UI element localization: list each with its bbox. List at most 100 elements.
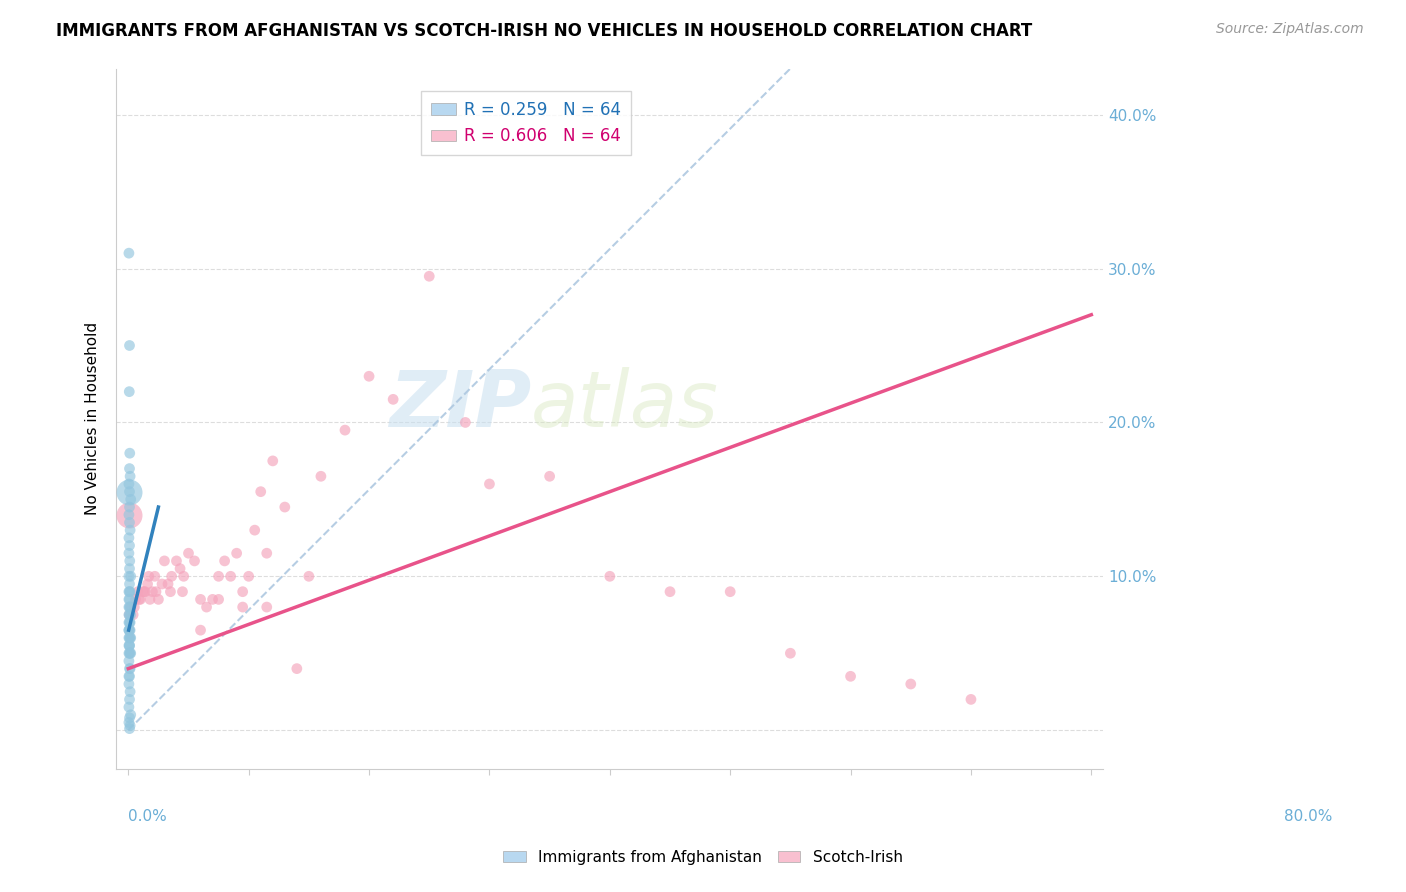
Point: [118, 623, 141, 637]
Text: atlas: atlas: [531, 367, 718, 442]
Point: [118, 669, 141, 683]
Point: [249, 484, 271, 499]
Point: [118, 338, 141, 352]
Point: [118, 577, 141, 591]
Point: [118, 508, 141, 522]
Point: [256, 600, 278, 615]
Point: [659, 584, 682, 599]
Point: [153, 554, 176, 568]
Point: [256, 546, 278, 560]
Point: [124, 592, 146, 607]
Point: [118, 639, 141, 653]
Point: [900, 677, 922, 691]
Point: [118, 600, 141, 615]
Point: [118, 384, 141, 399]
Point: [150, 577, 173, 591]
Point: [118, 711, 141, 725]
Point: [118, 677, 141, 691]
Point: [298, 569, 321, 583]
Point: [118, 623, 141, 637]
Point: [120, 469, 142, 483]
Point: [134, 584, 156, 599]
Point: [118, 607, 141, 622]
Point: [122, 607, 145, 622]
Point: [120, 492, 142, 507]
Point: [183, 554, 205, 568]
Point: [145, 584, 167, 599]
Point: [120, 684, 142, 698]
Point: [478, 477, 501, 491]
Point: [120, 646, 142, 660]
Y-axis label: No Vehicles in Household: No Vehicles in Household: [86, 322, 100, 516]
Point: [225, 546, 247, 560]
Point: [201, 592, 224, 607]
Point: [262, 454, 284, 468]
Point: [127, 584, 149, 599]
Point: [232, 584, 254, 599]
Point: [120, 623, 142, 637]
Point: [538, 469, 561, 483]
Point: [120, 718, 142, 732]
Point: [243, 523, 266, 537]
Point: [173, 569, 195, 583]
Point: [118, 623, 141, 637]
Point: [118, 584, 141, 599]
Point: [118, 531, 141, 545]
Point: [118, 508, 141, 522]
Point: [120, 569, 142, 583]
Point: [132, 584, 155, 599]
Point: [207, 569, 229, 583]
Point: [172, 584, 194, 599]
Point: [118, 722, 141, 736]
Point: [207, 592, 229, 607]
Point: [118, 561, 141, 575]
Point: [120, 662, 142, 676]
Point: [120, 584, 142, 599]
Point: [118, 592, 141, 607]
Point: [718, 584, 741, 599]
Point: [148, 592, 170, 607]
Point: [274, 500, 297, 514]
Point: [120, 707, 142, 722]
Point: [118, 516, 141, 530]
Point: [118, 654, 141, 668]
Point: [118, 461, 141, 475]
Point: [124, 600, 146, 615]
Point: [120, 600, 142, 615]
Point: [118, 639, 141, 653]
Point: [118, 662, 141, 676]
Point: [120, 631, 142, 645]
Point: [382, 392, 405, 407]
Point: [177, 546, 200, 560]
Point: [118, 669, 141, 683]
Point: [166, 554, 188, 568]
Point: [160, 569, 183, 583]
Point: [118, 446, 141, 460]
Point: [120, 631, 142, 645]
Point: [118, 615, 141, 630]
Point: [128, 592, 150, 607]
Point: [157, 577, 180, 591]
Point: [118, 607, 141, 622]
Point: [219, 569, 242, 583]
Point: [309, 469, 332, 483]
Point: [118, 692, 141, 706]
Point: [118, 477, 141, 491]
Point: [118, 569, 141, 583]
Point: [120, 523, 142, 537]
Point: [285, 662, 308, 676]
Point: [118, 631, 141, 645]
Point: [118, 700, 141, 714]
Point: [169, 561, 191, 575]
Point: [333, 423, 356, 437]
Point: [141, 584, 163, 599]
Point: [138, 569, 160, 583]
Point: [118, 607, 141, 622]
Legend: R = 0.259   N = 64, R = 0.606   N = 64: R = 0.259 N = 64, R = 0.606 N = 64: [420, 91, 631, 155]
Point: [139, 592, 162, 607]
Point: [357, 369, 380, 384]
Point: [190, 592, 212, 607]
Text: ZIP: ZIP: [388, 367, 531, 442]
Point: [779, 646, 801, 660]
Point: [143, 569, 166, 583]
